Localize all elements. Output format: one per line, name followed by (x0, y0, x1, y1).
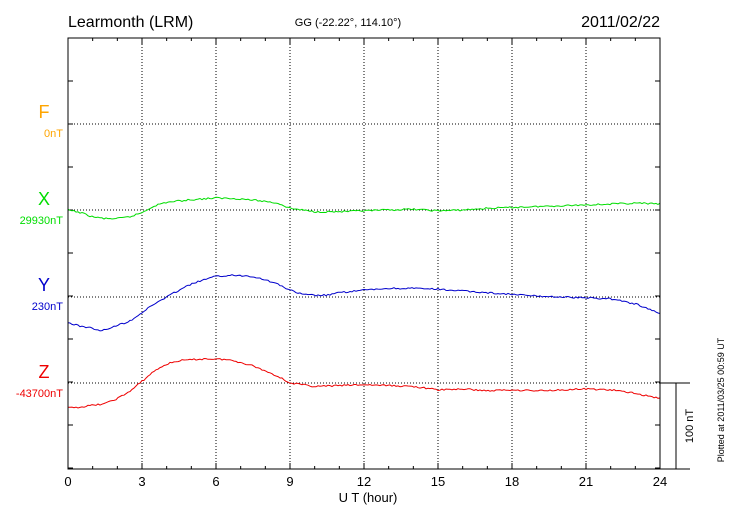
series-labels: F 0nT X 29930nT Y 230nT Z -43700nT (16, 102, 63, 400)
x-tick-label-3: 3 (138, 474, 145, 489)
series-line-y (67, 274, 661, 332)
baseline-label-z: -43700nT (16, 388, 63, 400)
series-line-x (67, 196, 661, 220)
series-lines (67, 196, 661, 409)
x-tick-label-21: 21 (579, 474, 593, 489)
baseline-label-y: 230nT (32, 301, 63, 313)
x-axis-label: U T (hour) (339, 490, 398, 505)
station-title: Learmonth (LRM) (68, 14, 193, 31)
scale-bar-label: 100 nT (684, 409, 696, 444)
x-tick-label-6: 6 (212, 474, 219, 489)
x-tick-label-24: 24 (653, 474, 667, 489)
x-tick-label-12: 12 (357, 474, 371, 489)
plot-frame (67, 37, 661, 470)
series-line-z (67, 357, 661, 409)
series-name-x: X (38, 189, 50, 209)
x-tick-label-9: 9 (286, 474, 293, 489)
grid (67, 38, 661, 469)
date-label: 2011/02/22 (581, 14, 660, 31)
x-tick-label-18: 18 (505, 474, 519, 489)
coordinates-label: GG (-22.22°, 114.10°) (295, 17, 401, 29)
scale-bar: 100 nT (660, 382, 696, 470)
series-name-y: Y (38, 275, 50, 295)
x-tick-label-0: 0 (64, 474, 71, 489)
baseline-label-f: 0nT (44, 128, 63, 140)
x-tick-label-15: 15 (431, 474, 445, 489)
series-name-z: Z (39, 362, 50, 382)
plotted-timestamp: Plotted at 2011/03/25 00:59 UT (716, 337, 726, 462)
x-tick-labels: 0 3 6 9 12 15 18 21 24 (64, 474, 667, 489)
series-name-f: F (39, 102, 50, 122)
baseline-label-x: 29930nT (20, 215, 64, 227)
